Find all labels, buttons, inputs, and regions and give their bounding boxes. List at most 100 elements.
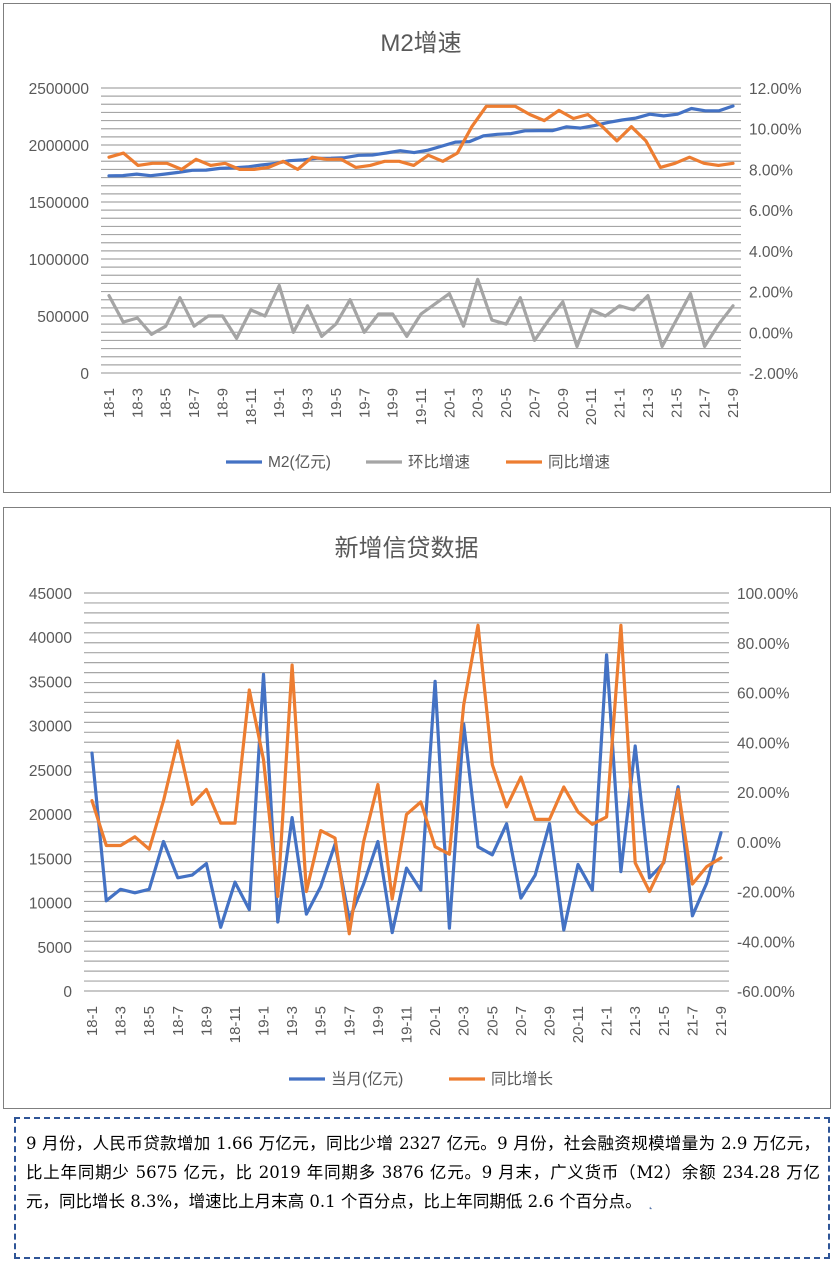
- x-axis-tick-label: 18-3: [129, 388, 146, 418]
- right-axis-tick-label: -60.00%: [737, 984, 795, 1001]
- x-axis-tick-label: 19-3: [300, 388, 317, 418]
- x-axis-tick-label: 18-1: [84, 1006, 101, 1036]
- legend-label: 当月(亿元): [331, 1070, 403, 1088]
- legend-label: 同比增长: [491, 1070, 553, 1088]
- left-axis-tick-label: 500000: [37, 309, 89, 326]
- right-axis-tick-label: 20.00%: [737, 785, 790, 802]
- left-axis-tick-label: 30000: [29, 719, 72, 736]
- x-axis-tick-label: 20-11: [570, 1006, 587, 1043]
- left-axis-tick-label: 25000: [29, 763, 72, 780]
- left-axis-tick-label: 10000: [29, 896, 72, 913]
- x-axis-tick-label: 20-7: [513, 1006, 530, 1036]
- x-axis-tick-label: 18-1: [101, 388, 118, 418]
- left-axis-tick-label: 35000: [29, 674, 72, 691]
- left-axis-tick-label: 1500000: [29, 195, 90, 212]
- right-axis-tick-label: 12.00%: [749, 81, 802, 98]
- left-axis-tick-label: 1000000: [29, 252, 90, 269]
- right-axis-tick-label: 4.00%: [749, 244, 793, 261]
- summary-text: 9 月份，人民币贷款增加 1.66 万亿元，同比少增 2327 亿元。9 月份，…: [26, 1134, 820, 1211]
- x-axis-tick-label: 19-5: [328, 388, 345, 418]
- x-axis-tick-label: 19-1: [271, 388, 288, 418]
- x-axis-tick-label: 20-1: [441, 388, 458, 418]
- series-line-1: [90, 623, 723, 936]
- series-line-1: [107, 277, 735, 349]
- m2-chart-panel: M2增速 0 500000 1000000 1500000 2000000 2500000 -…: [3, 3, 831, 493]
- left-axis-tick-label: 2500000: [29, 81, 90, 98]
- x-axis-tick-label: 21-9: [725, 388, 742, 418]
- x-axis-tick-label: 18-9: [198, 1006, 215, 1036]
- x-axis-tick-label: 20-1: [427, 1006, 444, 1036]
- left-axis-tick-label: 5000: [38, 940, 73, 957]
- legend: M2(亿元) 环比增速 同比增速: [226, 453, 610, 471]
- chart-title: M2增速: [380, 30, 461, 57]
- x-axis-tick-label: 21-3: [627, 1006, 644, 1036]
- x-axis-tick-label: 20-5: [498, 388, 515, 418]
- new-loans-chart: 新增信贷数据 0 5000 10000 15000 20000 25000 30000 3500…: [29, 535, 799, 1088]
- x-axis-tick-label: 19-7: [356, 388, 373, 418]
- x-axis-tick-label: 19-3: [284, 1006, 301, 1036]
- x-axis-tick-label: 20-3: [470, 388, 487, 418]
- x-axis-tick-label: 19-9: [385, 388, 402, 418]
- x-axis-tick-label: 18-11: [243, 388, 260, 425]
- x-axis-tick-label: 19-1: [256, 1006, 273, 1036]
- series-line-2: [107, 104, 735, 171]
- legend-label: M2(亿元): [268, 453, 331, 471]
- right-axis-tick-label: 6.00%: [749, 203, 793, 220]
- x-axis-tick-label: 21-9: [713, 1006, 730, 1036]
- left-axis-tick-label: 45000: [29, 586, 72, 603]
- right-axis-tick-label: -2.00%: [749, 366, 798, 383]
- left-axis-tick-label: 2000000: [29, 138, 90, 155]
- x-axis-tick-label: 18-5: [158, 388, 175, 418]
- paragraph-mark: ˛: [647, 1196, 654, 1210]
- x-axis-tick-label: 18-7: [170, 1006, 187, 1036]
- series-line-0: [90, 653, 723, 935]
- left-axis-tick-label: 0: [80, 366, 89, 383]
- legend-label: 环比增速: [408, 453, 470, 471]
- right-axis-tick-label: 2.00%: [749, 285, 793, 302]
- left-axis-tick-label: 0: [63, 984, 72, 1001]
- x-axis-tick-label: 18-9: [214, 388, 231, 418]
- left-axis-tick-label: 20000: [29, 807, 72, 824]
- right-axis-tick-label: 10.00%: [749, 122, 802, 139]
- right-axis-tick-label: 60.00%: [737, 686, 790, 703]
- x-axis-tick-label: 18-5: [141, 1006, 158, 1036]
- new-loans-chart-panel: 新增信贷数据 0 5000 10000 15000 20000 25000 30000 3500…: [3, 507, 831, 1109]
- x-axis-tick-label: 19-11: [413, 388, 430, 425]
- x-axis-tick-label: 20-9: [541, 1006, 558, 1036]
- right-axis-tick-label: 8.00%: [749, 162, 793, 179]
- x-axis-tick-label: 21-7: [684, 1006, 701, 1036]
- right-axis-tick-label: 100.00%: [737, 586, 798, 603]
- x-axis-tick-label: 20-5: [484, 1006, 501, 1036]
- left-axis-tick-label: 15000: [29, 851, 72, 868]
- x-axis-tick-label: 21-3: [640, 388, 657, 418]
- x-axis-tick-label: 19-5: [313, 1006, 330, 1036]
- x-axis-tick-label: 19-7: [341, 1006, 358, 1036]
- right-axis-tick-label: 40.00%: [737, 735, 790, 752]
- x-axis-tick-label: 20-3: [456, 1006, 473, 1036]
- right-axis-tick-label: 80.00%: [737, 636, 790, 653]
- x-axis-tick-label: 21-1: [612, 388, 629, 418]
- m2-growth-chart: M2增速 0 500000 1000000 1500000 2000000 2500000 -…: [29, 30, 802, 471]
- series-line-0: [107, 104, 735, 178]
- chart-title: 新增信贷数据: [335, 535, 479, 562]
- x-axis-tick-label: 18-3: [113, 1006, 130, 1036]
- right-axis-tick-label: 0.00%: [737, 835, 781, 852]
- summary-note: 9 月份，人民币贷款增加 1.66 万亿元，同比少增 2327 亿元。9 月份，…: [14, 1117, 830, 1259]
- x-axis-tick-label: 19-9: [370, 1006, 387, 1036]
- x-axis-tick-label: 18-7: [186, 388, 203, 418]
- x-axis-tick-label: 20-11: [583, 388, 600, 425]
- x-axis-tick-label: 18-11: [227, 1006, 244, 1043]
- x-axis-tick-label: 20-9: [555, 388, 572, 418]
- right-axis-tick-label: -40.00%: [737, 934, 795, 951]
- x-axis-tick-label: 21-5: [656, 1006, 673, 1036]
- x-axis-tick-label: 20-7: [526, 388, 543, 418]
- legend-label: 同比增速: [548, 453, 610, 471]
- right-axis-tick-label: 0.00%: [749, 325, 793, 342]
- gridlines: [101, 87, 741, 374]
- legend: 当月(亿元) 同比增长: [289, 1070, 553, 1088]
- x-axis-tick-label: 21-1: [599, 1006, 616, 1036]
- x-axis-tick-label: 19-11: [399, 1006, 416, 1043]
- left-axis-tick-label: 40000: [29, 630, 72, 647]
- right-axis-tick-label: -20.00%: [737, 885, 795, 902]
- x-axis-tick-label: 21-5: [668, 388, 685, 418]
